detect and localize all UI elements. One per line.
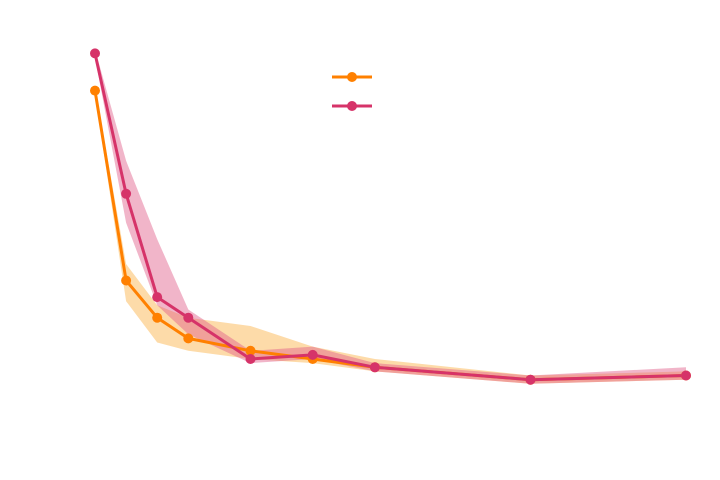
- series-2-point: [152, 292, 163, 303]
- series-1-point: [152, 312, 163, 323]
- legend: [332, 72, 372, 111]
- legend-marker-1: [347, 72, 357, 82]
- series-points: [90, 48, 691, 385]
- legend-marker-2: [347, 101, 357, 111]
- series-1-point: [245, 345, 256, 356]
- series-1-point: [90, 85, 100, 96]
- series-2-point: [90, 48, 100, 59]
- series-2-point: [369, 362, 380, 373]
- series-2-point: [245, 354, 256, 364]
- series-2-point: [681, 370, 691, 381]
- series-1-line: [93, 89, 688, 382]
- series-2-point: [183, 312, 194, 323]
- series-1-point: [183, 333, 194, 344]
- series-1-point: [121, 275, 132, 286]
- series-2-point: [525, 374, 536, 385]
- series-2-point: [307, 349, 318, 360]
- legend-entry-1: [332, 72, 372, 82]
- legend-entry-2: [332, 101, 372, 111]
- series-2-point: [121, 188, 132, 199]
